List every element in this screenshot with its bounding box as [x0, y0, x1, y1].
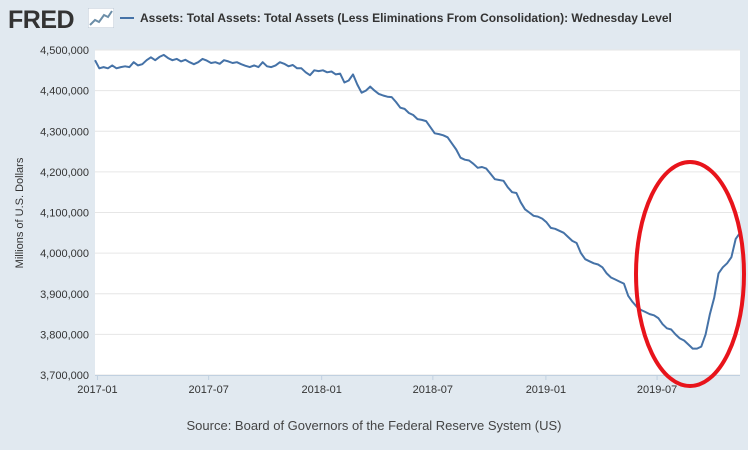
y-tick-label: 4,400,000 — [40, 86, 89, 98]
chart-legend: Assets: Total Assets: Total Assets (Less… — [120, 11, 672, 25]
y-tick-label: 3,900,000 — [40, 289, 89, 301]
y-tick-label: 4,000,000 — [40, 248, 89, 260]
x-tick-label: 2018-01 — [301, 384, 341, 396]
y-tick-label: 4,200,000 — [40, 167, 89, 179]
x-tick-label: 2019-07 — [637, 384, 677, 396]
legend-line-swatch — [120, 16, 134, 19]
y-tick-label: 3,700,000 — [40, 370, 89, 382]
y-tick-label: 4,100,000 — [40, 208, 89, 220]
fred-logo: FRED — [8, 6, 75, 34]
annotation-ellipse — [634, 160, 746, 388]
x-tick-label: 2019-01 — [526, 384, 566, 396]
fred-logo-graph-icon — [88, 8, 114, 28]
x-tick-label: 2018-07 — [413, 384, 453, 396]
y-tick-label: 4,300,000 — [40, 126, 89, 138]
y-tick-label: 4,500,000 — [40, 45, 89, 57]
source-note: Source: Board of Governors of the Federa… — [186, 418, 562, 433]
x-tick-label: 2017-01 — [77, 384, 117, 396]
y-tick-label: 3,800,000 — [40, 329, 89, 341]
x-tick-label: 2017-07 — [188, 384, 228, 396]
legend-label: Assets: Total Assets: Total Assets (Less… — [140, 11, 672, 25]
chart-header: FRED Assets: Total Assets: Total Assets … — [0, 0, 748, 40]
series-line — [94, 53, 741, 350]
